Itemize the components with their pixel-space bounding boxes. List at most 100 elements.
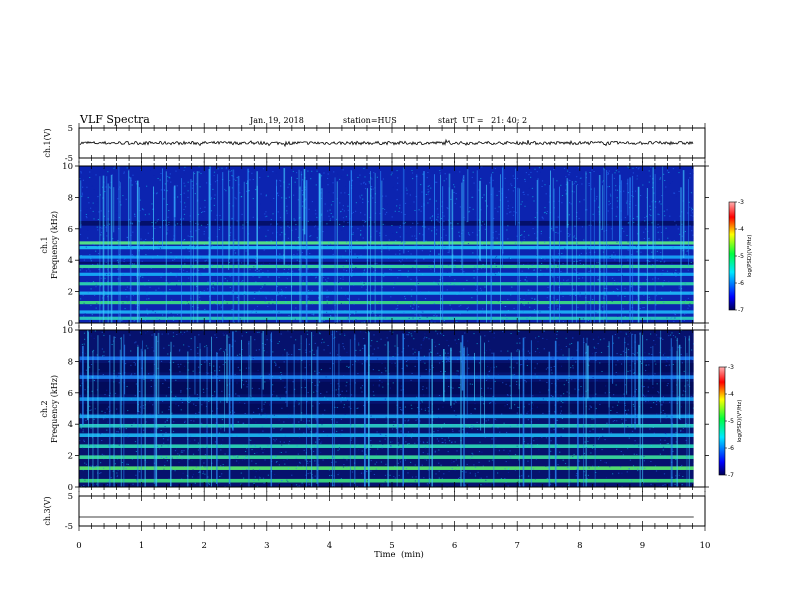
noise-speckle (509, 211, 511, 213)
noise-speckle (430, 351, 432, 353)
noise-speckle (348, 399, 350, 400)
ch1-colorbar-tick: -5 (738, 253, 744, 260)
noise-speckle (349, 313, 351, 315)
noise-speckle (449, 275, 451, 277)
noise-speckle (197, 442, 199, 444)
noise-speckle (579, 260, 581, 261)
noise-speckle (684, 231, 686, 232)
noise-speckle (498, 233, 500, 235)
noise-speckle (594, 249, 596, 251)
noise-speckle (584, 480, 586, 482)
noise-speckle (265, 211, 267, 213)
noise-speckle (297, 192, 300, 193)
noise-speckle (287, 414, 290, 416)
noise-speckle (182, 398, 184, 400)
noise-speckle (632, 167, 634, 169)
noise-speckle (445, 234, 447, 236)
noise-speckle (204, 308, 206, 310)
noise-speckle (237, 456, 239, 458)
noise-speckle (258, 331, 260, 333)
noise-speckle (544, 258, 546, 260)
noise-speckle (315, 225, 317, 227)
noise-speckle (414, 314, 416, 316)
noise-speckle (382, 208, 384, 210)
noise-speckle (146, 308, 148, 310)
noise-speckle (89, 320, 91, 322)
header-date: Jan. 19, 2018 (249, 116, 304, 125)
noise-speckle (418, 209, 420, 211)
noise-speckle (122, 302, 124, 304)
noise-speckle (348, 367, 350, 368)
noise-speckle (300, 269, 302, 270)
noise-speckle (268, 373, 270, 375)
noise-speckle (308, 289, 310, 291)
noise-speckle (361, 363, 363, 365)
noise-speckle (662, 282, 664, 284)
noise-speckle (373, 334, 375, 336)
noise-speckle (360, 254, 362, 256)
noise-speckle (251, 172, 253, 174)
noise-speckle (259, 177, 261, 179)
noise-speckle (268, 302, 270, 304)
noise-speckle (92, 264, 94, 265)
sferic-streak (181, 178, 182, 323)
noise-speckle (185, 282, 187, 284)
noise-speckle (687, 413, 690, 415)
noise-speckle (295, 484, 298, 486)
noise-speckle (376, 176, 378, 178)
noise-speckle (675, 275, 677, 277)
noise-speckle (293, 254, 295, 256)
noise-speckle (532, 196, 534, 198)
noise-speckle (189, 396, 191, 398)
noise-speckle (246, 398, 248, 400)
noise-speckle (258, 388, 260, 390)
sferic-streak (237, 175, 240, 323)
noise-speckle (280, 452, 282, 453)
noise-speckle (202, 471, 205, 473)
noise-speckle (243, 477, 245, 479)
noise-speckle (578, 218, 580, 219)
noise-speckle (184, 166, 186, 168)
noise-speckle (98, 211, 100, 213)
noise-speckle (588, 271, 590, 273)
noise-speckle (678, 190, 680, 192)
noise-speckle (431, 230, 433, 232)
noise-speckle (643, 305, 645, 307)
noise-speckle (686, 455, 688, 457)
noise-speckle (436, 272, 438, 274)
noise-speckle (134, 255, 136, 257)
noise-speckle (332, 484, 334, 486)
noise-speckle (280, 378, 282, 380)
noise-speckle (643, 294, 645, 296)
noise-speckle (339, 178, 341, 180)
noise-speckle (516, 312, 518, 314)
sferic-streak (113, 187, 115, 233)
noise-speckle (155, 289, 157, 291)
noise-speckle (218, 370, 221, 372)
noise-speckle (291, 258, 293, 260)
noise-speckle (302, 179, 304, 181)
noise-speckle (575, 237, 577, 239)
noise-speckle (655, 295, 658, 297)
noise-speckle (462, 429, 464, 431)
noise-speckle (688, 305, 690, 307)
noise-speckle (210, 197, 213, 199)
noise-speckle (690, 396, 692, 398)
noise-speckle (234, 239, 236, 241)
noise-speckle (90, 335, 92, 337)
noise-speckle (612, 342, 614, 344)
noise-speckle (285, 287, 287, 289)
noise-speckle (489, 402, 491, 404)
noise-speckle (441, 477, 443, 479)
noise-speckle (254, 339, 256, 341)
noise-speckle (474, 266, 476, 268)
noise-speckle (326, 458, 329, 459)
noise-speckle (265, 235, 267, 237)
noise-speckle (355, 311, 357, 313)
noise-speckle (600, 240, 602, 241)
noise-speckle (580, 259, 582, 261)
noise-speckle (681, 235, 683, 237)
noise-speckle (397, 182, 399, 184)
noise-speckle (209, 364, 211, 366)
